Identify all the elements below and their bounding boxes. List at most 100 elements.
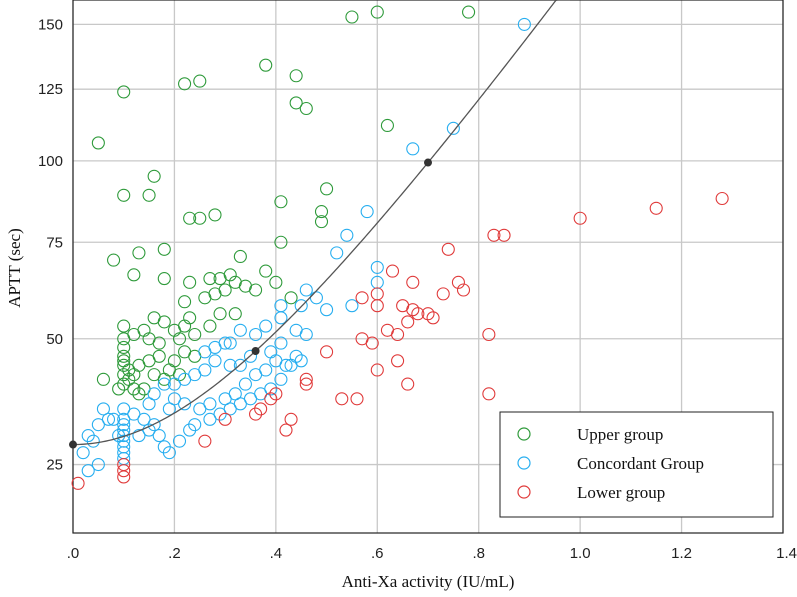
point-lower-group [350,392,364,406]
point-concordant-group [233,358,247,372]
point-lower-group [249,407,263,421]
point-upper-group [462,5,476,19]
point-lower-group [391,327,405,342]
point-lower-group [198,434,212,448]
point-lower-group [456,283,471,297]
point-concordant-group [406,142,420,156]
point-upper-group [233,249,247,264]
point-upper-group [132,246,146,260]
point-upper-group [203,272,217,286]
point-concordant-group [274,372,288,386]
fit-curve-marker [69,440,77,449]
point-upper-group [370,5,384,19]
fit-curve-line [72,0,570,446]
point-lower-group [436,287,450,301]
grid [72,0,784,533]
point-upper-group [152,349,166,363]
point-upper-group [117,349,131,363]
legend-box [499,411,774,518]
point-upper-group [274,195,288,209]
point-lower-group [370,299,384,313]
point-concordant-group [162,402,176,416]
point-lower-group [355,291,369,305]
point-concordant-group [178,397,192,411]
point-upper-group [284,291,298,305]
point-lower-group [71,476,85,490]
point-upper-group [172,368,187,382]
point-upper-group [299,101,313,116]
point-lower-group [218,412,232,426]
point-upper-group [380,118,394,133]
point-lower-group [299,377,313,391]
y-tick-label: 150 [38,16,63,33]
point-lower-group [401,315,415,329]
point-lower-group [335,392,349,406]
point-concordant-group [330,246,344,260]
point-concordant-group [213,407,227,421]
point-upper-group [91,136,105,150]
y-tick-label: 125 [38,81,63,98]
point-lower-group [385,264,400,278]
point-concordant-group [117,412,131,426]
point-lower-group [497,228,511,242]
point-concordant-group [157,377,171,391]
y-tick-label: 75 [46,234,63,251]
point-concordant-group [249,327,263,342]
point-concordant-group [193,402,207,416]
point-concordant-group [309,291,323,305]
point-upper-group [203,319,217,333]
x-tick-label: 1.4 [776,545,797,562]
point-lower-group [406,275,420,289]
point-upper-group [259,58,273,72]
point-lower-group [482,387,496,401]
point-upper-group [117,319,131,333]
point-lower-group [254,402,268,416]
point-concordant-group [360,205,374,219]
point-upper-group [223,268,237,282]
point-concordant-group [233,323,247,337]
y-axis-title: APTT (sec) [5,228,24,307]
point-upper-group [345,10,359,24]
point-lower-group [649,201,663,215]
point-upper-group [320,182,334,196]
point-concordant-group [228,387,242,401]
point-concordant-group [127,407,141,421]
point-upper-group [178,77,192,91]
point-upper-group [183,211,197,225]
y-tick-label: 100 [38,153,63,170]
point-lower-group [264,392,278,406]
point-concordant-group [279,358,293,372]
point-concordant-group [203,397,217,411]
point-upper-group [269,275,283,289]
point-upper-group [193,211,207,225]
point-upper-group [157,315,171,329]
point-lower-group [401,377,415,391]
point-concordant-group [172,434,187,448]
point-concordant-group [107,412,121,426]
point-upper-group [238,279,252,293]
point-concordant-group [132,429,146,443]
point-concordant-group [259,363,273,377]
point-concordant-group [446,121,460,135]
point-concordant-group [238,377,252,391]
point-concordant-group [76,446,90,460]
point-concordant-group [96,402,110,416]
point-upper-group [117,340,131,354]
point-upper-group [183,275,197,289]
point-concordant-group [264,345,278,359]
point-lower-group [411,307,425,321]
legend-label-concordant: Concordant Group [577,454,704,473]
point-lower-group [482,327,496,342]
point-upper-group [157,272,171,286]
fit-curve-marker [424,158,432,167]
point-concordant-group [208,354,222,368]
point-lower-group [117,470,131,484]
point-lower-group [269,387,283,401]
point-lower-group [320,345,334,359]
data-points [71,5,729,490]
point-lower-group [370,363,384,377]
point-upper-group [152,336,166,350]
point-upper-group [314,215,329,229]
point-concordant-group [274,311,288,325]
